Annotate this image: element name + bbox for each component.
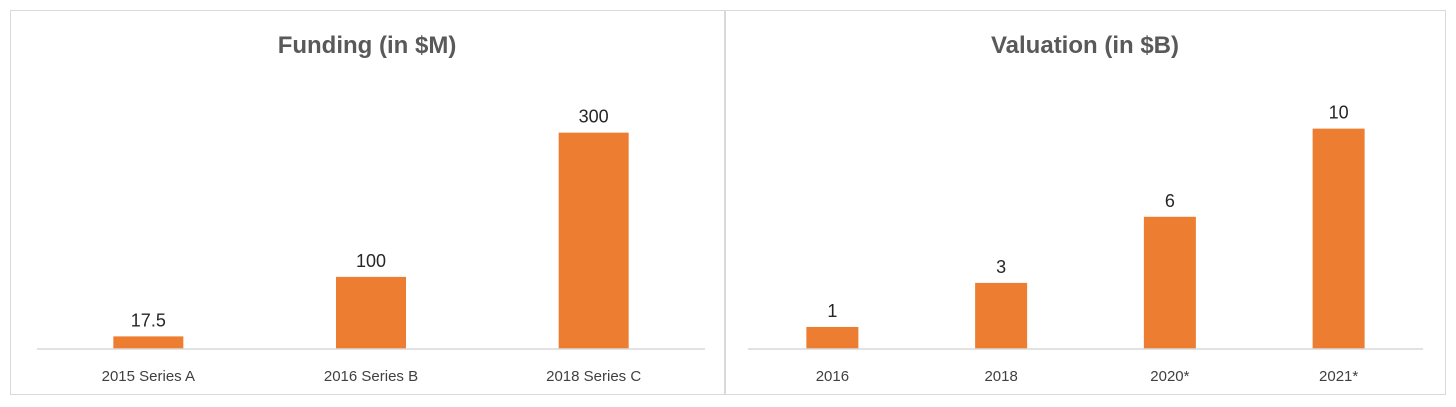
valuation-bar	[806, 326, 859, 349]
valuation-category-label: 2020*	[1150, 368, 1189, 385]
valuation-chart-panel: Valuation (in $B) 1 2016 3 2018 6 2020* 10 2021*	[725, 10, 1446, 395]
valuation-category-label: 2021*	[1319, 368, 1358, 385]
valuation-bar	[1312, 128, 1365, 349]
funding-chart-panel: Funding (in $M) 17.5 2015 Series A 100 2016 …	[10, 10, 725, 395]
funding-bar	[113, 336, 184, 349]
valuation-category-label: 2016	[816, 368, 849, 385]
valuation-bar	[975, 282, 1028, 349]
funding-category-label: 2018 Series C	[546, 368, 641, 385]
funding-data-label: 17.5	[131, 310, 166, 330]
valuation-chart: Valuation (in $B) 1 2016 3 2018 6 2020* 10 2021*	[748, 32, 1423, 385]
funding-bar	[558, 132, 629, 349]
valuation-data-label: 3	[996, 257, 1006, 277]
valuation-data-label: 6	[1165, 191, 1175, 211]
funding-chart-title: Funding (in $M)	[278, 32, 457, 59]
valuation-data-label: 1	[827, 301, 837, 321]
funding-category-label: 2016 Series B	[324, 368, 418, 385]
funding-data-label: 300	[579, 107, 609, 127]
funding-data-label: 100	[356, 251, 386, 271]
funding-category-label: 2015 Series A	[102, 368, 195, 385]
funding-bar	[336, 276, 406, 349]
funding-chart: Funding (in $M) 17.5 2015 Series A 100 2016 …	[37, 32, 705, 385]
valuation-category-label: 2018	[984, 368, 1017, 385]
valuation-bar	[1143, 216, 1196, 349]
valuation-data-label: 10	[1329, 103, 1349, 123]
valuation-chart-title: Valuation (in $B)	[991, 32, 1179, 59]
